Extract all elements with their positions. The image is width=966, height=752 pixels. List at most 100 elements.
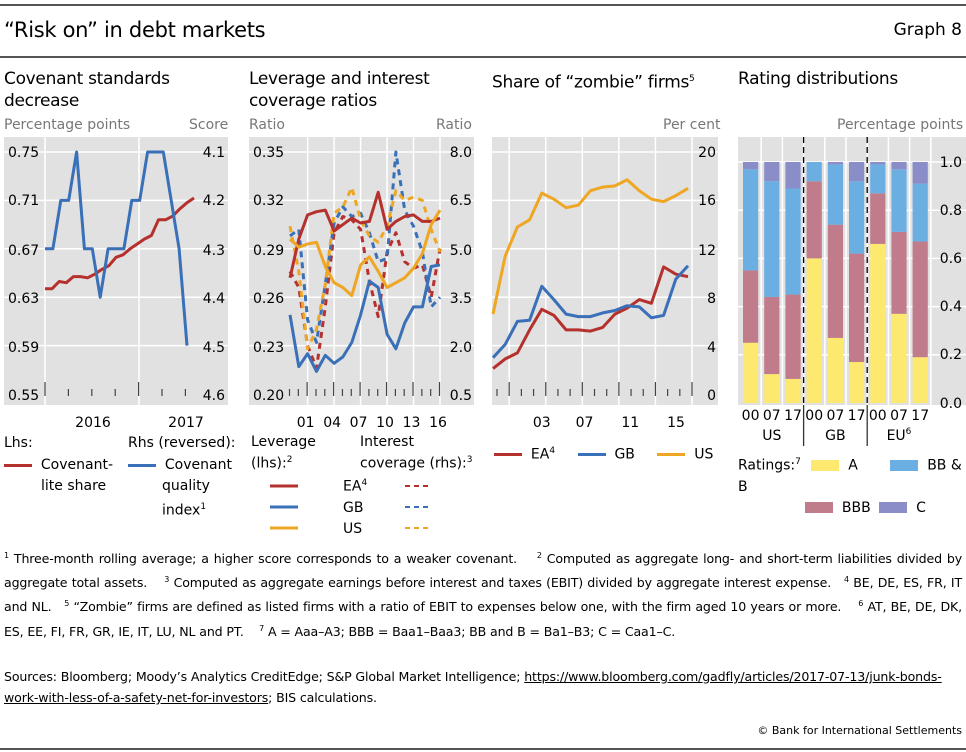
y-tick-label-right: 2.0	[450, 340, 472, 356]
bar-bb-b-gb-17	[849, 181, 865, 254]
plot-bg	[492, 137, 718, 405]
bar-c-eu-00	[870, 162, 886, 165]
legend-swatch-c	[879, 501, 908, 513]
y-tick-label: 16	[698, 193, 716, 209]
series-line-us	[491, 178, 689, 315]
series-line-covenant-quality	[45, 150, 189, 346]
panel1-title: Covenant standards decrease	[4, 69, 170, 111]
bar-c-us-00	[743, 162, 759, 170]
panel1-legend-rhs: Rhs (reversed): Covenant quality index1	[128, 435, 236, 519]
bar-c-gb-17	[849, 162, 865, 182]
group-label: GB	[825, 428, 845, 444]
legend-swatch-gb	[577, 453, 606, 457]
panel2-lhs-unit: Ratio	[249, 117, 285, 133]
bar-c-us-07	[764, 162, 780, 182]
x-tick-label: 07	[763, 408, 781, 424]
series-line-us-leverage	[288, 209, 442, 298]
bar-bbb-gb-00	[806, 181, 822, 259]
footnote-2: Computed as aggregate long- and short-te…	[4, 551, 963, 591]
y-tick-label-right: 8.0	[450, 145, 472, 161]
legend-swatch-us	[657, 453, 686, 457]
sources: Sources: Bloomberg; Moody’s Analytics Cr…	[4, 669, 942, 705]
bar-bb-b-us-17	[785, 188, 801, 295]
panel3-title: Share of “zombie” firms5	[492, 72, 695, 93]
y-tick-label: 0	[707, 388, 716, 404]
y-tick-label-left: 0.20	[253, 388, 284, 404]
y-tick-label-left: 0.59	[8, 340, 39, 356]
x-tick-label: 07	[350, 415, 368, 431]
bar-a-us-07	[764, 374, 780, 403]
group-label: US	[762, 428, 781, 444]
y-tick-label: 0.8	[940, 203, 962, 219]
x-tick-label: 13	[403, 415, 421, 431]
bar-bb-b-eu-07	[891, 169, 907, 232]
top-rule	[0, 4, 966, 6]
legend-swatch-a	[811, 459, 840, 471]
panel2-legend-leverage-head: Leverage (lhs):2	[251, 434, 316, 472]
x-tick-label: 04	[323, 415, 341, 431]
bar-a-eu-07	[891, 313, 907, 403]
footnote-3: Computed as aggregate earnings before in…	[173, 575, 832, 591]
bar-bb-b-us-07	[764, 181, 780, 297]
panel4-rhs-unit: Percentage points	[837, 117, 964, 133]
graph-number: Graph 8	[893, 20, 962, 40]
y-tick-label-right: 4.3	[203, 243, 225, 259]
series-line-ea	[492, 265, 689, 370]
series-line-gb-leverage	[288, 263, 441, 373]
y-tick-label-right: 0.5	[450, 388, 472, 404]
panel2-legend-countries: EA4 GB US	[343, 478, 368, 537]
y-tick-label-left: 0.29	[253, 243, 284, 259]
panel3-legend: EA4 GB US	[494, 441, 724, 466]
y-tick-label: 4	[707, 340, 716, 356]
bar-bbb-us-00	[743, 270, 759, 343]
series-line-ea-leverage	[288, 190, 441, 279]
y-tick-label-left: 0.32	[253, 193, 284, 209]
x-tick-label: 01	[297, 415, 315, 431]
y-tick-label-right: 4.2	[203, 193, 225, 209]
plot-bg	[4, 137, 228, 405]
x-tick-label: 2017	[168, 415, 204, 431]
bar-a-eu-00	[870, 243, 886, 403]
source-link[interactable]: https://www.bloomberg.com/gadfly/article…	[4, 669, 942, 705]
y-tick-label-right: 4.4	[203, 291, 225, 307]
y-tick-label-left: 0.67	[8, 243, 39, 259]
x-tick-label: 17	[848, 408, 866, 424]
x-tick-label: 17	[911, 408, 929, 424]
y-tick-label-right: 3.5	[450, 291, 472, 307]
x-tick-label: 07	[890, 408, 908, 424]
panel2-rhs-unit: Ratio	[436, 117, 472, 133]
copyright: © Bank for International Settlements	[757, 724, 962, 737]
bar-bbb-us-07	[764, 296, 780, 375]
x-tick-label: 07	[826, 408, 844, 424]
bar-c-eu-17	[912, 162, 928, 184]
panel2-legend-coverage-head: Interest coverage (rhs):3	[360, 434, 473, 472]
bar-a-us-17	[785, 378, 801, 403]
footnotes: 1 Three-month rolling average; a higher …	[4, 551, 963, 639]
x-tick-label: 00	[742, 408, 760, 424]
bar-bbb-gb-07	[827, 224, 843, 338]
y-tick-label: 0.4	[940, 299, 962, 315]
bar-a-gb-07	[827, 337, 843, 403]
x-tick-label: 11	[621, 415, 639, 431]
y-tick-label-right: 4.1	[203, 145, 225, 161]
panel1-rhs-unit: Score	[189, 117, 229, 133]
x-tick-label: 2016	[75, 415, 111, 431]
legend-swatch-ea	[494, 453, 522, 457]
x-tick-label: 15	[667, 415, 685, 431]
y-tick-label: 0.2	[940, 347, 962, 363]
bar-c-us-17	[785, 162, 801, 189]
bar-a-gb-00	[806, 258, 822, 403]
footnote-5: “Zombie” firms are defined as listed fir…	[73, 599, 842, 615]
bar-bbb-eu-00	[870, 193, 886, 244]
bar-bbb-us-17	[785, 294, 801, 379]
legend-swatch-covenant-lite	[4, 463, 32, 467]
footnote-4: BE, DE, ES, FR, IT and NL.	[4, 575, 963, 615]
panel4-legend: Ratings:7 A BB & B BBB C	[738, 457, 962, 516]
bar-bb-b-eu-17	[912, 183, 928, 242]
bar-bb-b-gb-07	[827, 164, 843, 225]
bar-a-gb-17	[849, 362, 865, 403]
series-line-gb	[491, 264, 690, 359]
y-tick-label: 1.0	[940, 155, 962, 171]
panel2-title: Leverage and interest coverage ratios	[249, 69, 430, 111]
